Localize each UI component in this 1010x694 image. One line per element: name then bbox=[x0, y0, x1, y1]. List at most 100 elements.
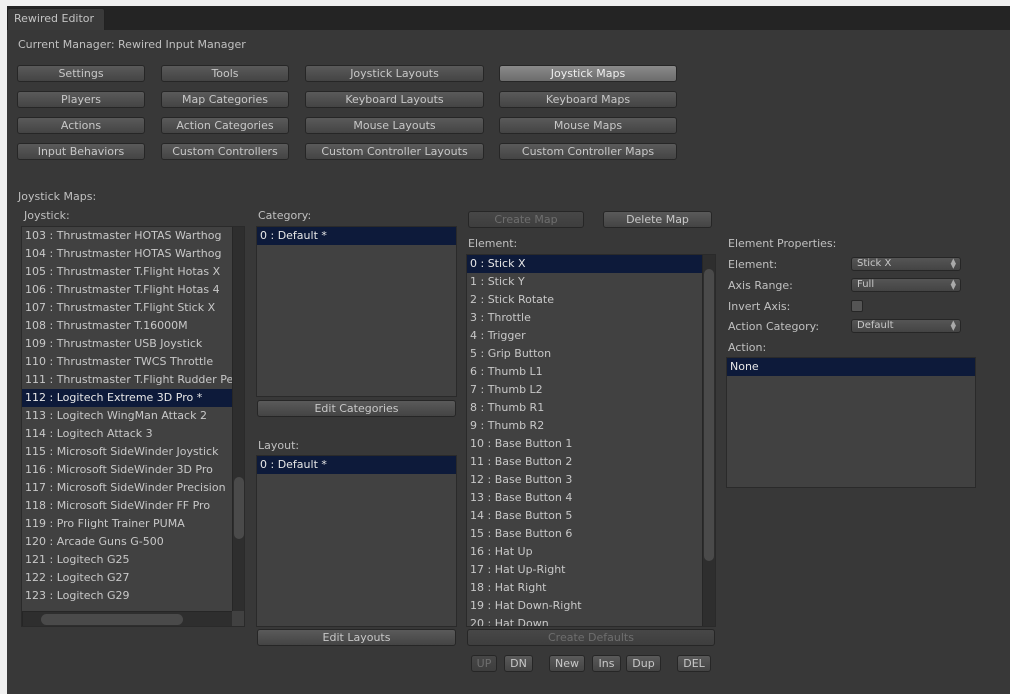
category-item[interactable]: 0 : Default * bbox=[257, 227, 456, 245]
invert-axis-checkbox[interactable] bbox=[851, 300, 863, 312]
move-up-button[interactable]: UP bbox=[471, 655, 497, 672]
nav-button-keyboard-maps[interactable]: Keyboard Maps bbox=[499, 91, 677, 108]
list-item[interactable]: 15 : Base Button 6 bbox=[470, 527, 573, 540]
list-item[interactable]: 112 : Logitech Extreme 3D Pro * bbox=[22, 389, 232, 407]
list-item[interactable]: 19 : Hat Down-Right bbox=[470, 599, 582, 612]
list-item[interactable]: 122 : Logitech G27 bbox=[25, 571, 130, 584]
list-item[interactable]: 114 : Logitech Attack 3 bbox=[25, 427, 153, 440]
list-item[interactable]: 16 : Hat Up bbox=[470, 545, 533, 558]
list-item[interactable]: 11 : Base Button 2 bbox=[470, 455, 573, 468]
action-label: Action: bbox=[728, 341, 767, 354]
layout-label: Layout: bbox=[258, 439, 300, 452]
scrollbar-thumb[interactable] bbox=[41, 614, 183, 625]
action-item[interactable]: None bbox=[727, 358, 975, 376]
action-category-dropdown[interactable]: Default ▲ ▼ bbox=[851, 319, 961, 333]
delete-map-button[interactable]: Delete Map bbox=[603, 211, 712, 228]
list-item[interactable]: 116 : Microsoft SideWinder 3D Pro bbox=[25, 463, 213, 476]
list-item[interactable]: 4 : Trigger bbox=[470, 329, 526, 342]
action-list[interactable]: None bbox=[726, 357, 976, 488]
nav-button-input-behaviors[interactable]: Input Behaviors bbox=[17, 143, 145, 160]
updown-icon: ▲ ▼ bbox=[950, 257, 956, 270]
list-item[interactable]: 14 : Base Button 5 bbox=[470, 509, 573, 522]
list-item[interactable]: 18 : Hat Right bbox=[470, 581, 547, 594]
list-item[interactable]: 107 : Thrustmaster T.Flight Stick X bbox=[25, 301, 216, 314]
layout-item[interactable]: 0 : Default * bbox=[257, 456, 456, 474]
list-item[interactable]: 106 : Thrustmaster T.Flight Hotas 4 bbox=[25, 283, 220, 296]
edit-layouts-button[interactable]: Edit Layouts bbox=[257, 629, 456, 646]
scrollbar-thumb[interactable] bbox=[704, 269, 714, 561]
list-item[interactable]: 6 : Thumb L1 bbox=[470, 365, 543, 378]
list-item[interactable]: 17 : Hat Up-Right bbox=[470, 563, 566, 576]
list-item[interactable]: 12 : Base Button 3 bbox=[470, 473, 573, 486]
list-item[interactable]: 103 : Thrustmaster HOTAS Warthog bbox=[25, 229, 222, 242]
list-item[interactable]: 105 : Thrustmaster T.Flight Hotas X bbox=[25, 265, 221, 278]
horizontal-scrollbar[interactable] bbox=[22, 611, 232, 626]
list-item[interactable]: 7 : Thumb L2 bbox=[470, 383, 543, 396]
nav-button-keyboard-layouts[interactable]: Keyboard Layouts bbox=[305, 91, 484, 108]
layout-list[interactable]: 0 : Default * bbox=[256, 455, 457, 627]
list-item[interactable]: 115 : Microsoft SideWinder Joystick bbox=[25, 445, 219, 458]
list-item[interactable]: 117 : Microsoft SideWinder Precision bbox=[25, 481, 226, 494]
nav-button-mouse-maps[interactable]: Mouse Maps bbox=[499, 117, 677, 134]
nav-button-settings[interactable]: Settings bbox=[17, 65, 145, 82]
nav-button-joystick-maps[interactable]: Joystick Maps bbox=[499, 65, 677, 82]
axis-range-label: Axis Range: bbox=[728, 279, 793, 292]
list-item[interactable]: 2 : Stick Rotate bbox=[470, 293, 554, 306]
axis-range-dropdown[interactable]: Full ▲ ▼ bbox=[851, 278, 961, 292]
action-category-value: Default bbox=[857, 320, 894, 331]
axis-range-value: Full bbox=[857, 279, 875, 290]
move-down-button[interactable]: DN bbox=[504, 655, 533, 672]
list-item[interactable]: 119 : Pro Flight Trainer PUMA bbox=[25, 517, 185, 530]
insert-button[interactable]: Ins bbox=[592, 655, 621, 672]
nav-button-mouse-layouts[interactable]: Mouse Layouts bbox=[305, 117, 484, 134]
nav-button-map-categories[interactable]: Map Categories bbox=[161, 91, 289, 108]
list-item[interactable]: 111 : Thrustmaster T.Flight Rudder Pedal… bbox=[25, 373, 232, 386]
list-item[interactable]: 10 : Base Button 1 bbox=[470, 437, 573, 450]
delete-button[interactable]: DEL bbox=[677, 655, 711, 672]
vertical-scrollbar[interactable] bbox=[232, 227, 244, 611]
nav-button-custom-controller-maps[interactable]: Custom Controller Maps bbox=[499, 143, 677, 160]
category-list[interactable]: 0 : Default * bbox=[256, 226, 457, 397]
updown-icon: ▲ ▼ bbox=[950, 278, 956, 291]
scrollbar-thumb[interactable] bbox=[234, 477, 244, 539]
element-list[interactable]: 0 : Stick X 1 : Stick Y 2 : Stick Rotate 3 … bbox=[466, 254, 716, 627]
list-item[interactable]: 110 : Thrustmaster TWCS Throttle bbox=[25, 355, 214, 368]
element-properties-title: Element Properties: bbox=[728, 237, 837, 250]
list-item[interactable]: 5 : Grip Button bbox=[470, 347, 552, 360]
new-button[interactable]: New bbox=[549, 655, 585, 672]
vertical-scrollbar[interactable] bbox=[702, 255, 715, 626]
tab-rewired-editor[interactable]: Rewired Editor bbox=[7, 8, 105, 30]
nav-button-players[interactable]: Players bbox=[17, 91, 145, 108]
list-item[interactable]: 113 : Logitech WingMan Attack 2 bbox=[25, 409, 207, 422]
list-item[interactable]: 104 : Thrustmaster HOTAS Warthog bbox=[25, 247, 222, 260]
list-item[interactable]: 8 : Thumb R1 bbox=[470, 401, 545, 414]
list-item[interactable]: 9 : Thumb R2 bbox=[470, 419, 545, 432]
updown-icon: ▲ ▼ bbox=[950, 319, 956, 332]
create-map-button[interactable]: Create Map bbox=[468, 211, 584, 228]
list-item[interactable]: 118 : Microsoft SideWinder FF Pro bbox=[25, 499, 211, 512]
nav-button-custom-controllers[interactable]: Custom Controllers bbox=[161, 143, 289, 160]
category-label: Category: bbox=[258, 209, 312, 222]
element-dropdown[interactable]: Stick X ▲ ▼ bbox=[851, 257, 961, 271]
list-item[interactable]: 123 : Logitech G29 bbox=[25, 589, 130, 602]
element-prop-label: Element: bbox=[728, 258, 778, 271]
list-item[interactable]: 1 : Stick Y bbox=[470, 275, 525, 288]
element-dropdown-value: Stick X bbox=[857, 258, 892, 269]
nav-button-custom-controller-layouts[interactable]: Custom Controller Layouts bbox=[305, 143, 484, 160]
nav-button-action-categories[interactable]: Action Categories bbox=[161, 117, 289, 134]
duplicate-button[interactable]: Dup bbox=[626, 655, 661, 672]
list-item[interactable]: 120 : Arcade Guns G-500 bbox=[25, 535, 164, 548]
edit-categories-button[interactable]: Edit Categories bbox=[257, 400, 456, 417]
joystick-list[interactable]: 103 : Thrustmaster HOTAS Warthog 104 : Th… bbox=[21, 226, 245, 627]
list-item[interactable]: 0 : Stick X bbox=[467, 255, 702, 273]
list-item[interactable]: 109 : Thrustmaster USB Joystick bbox=[25, 337, 203, 350]
nav-button-tools[interactable]: Tools bbox=[161, 65, 289, 82]
create-defaults-button[interactable]: Create Defaults bbox=[467, 629, 715, 646]
list-item[interactable]: 13 : Base Button 4 bbox=[470, 491, 573, 504]
list-item[interactable]: 20 : Hat Down bbox=[470, 617, 549, 627]
nav-button-actions[interactable]: Actions bbox=[17, 117, 145, 134]
nav-button-joystick-layouts[interactable]: Joystick Layouts bbox=[305, 65, 484, 82]
list-item[interactable]: 3 : Throttle bbox=[470, 311, 531, 324]
list-item[interactable]: 108 : Thrustmaster T.16000M bbox=[25, 319, 188, 332]
list-item[interactable]: 121 : Logitech G25 bbox=[25, 553, 130, 566]
